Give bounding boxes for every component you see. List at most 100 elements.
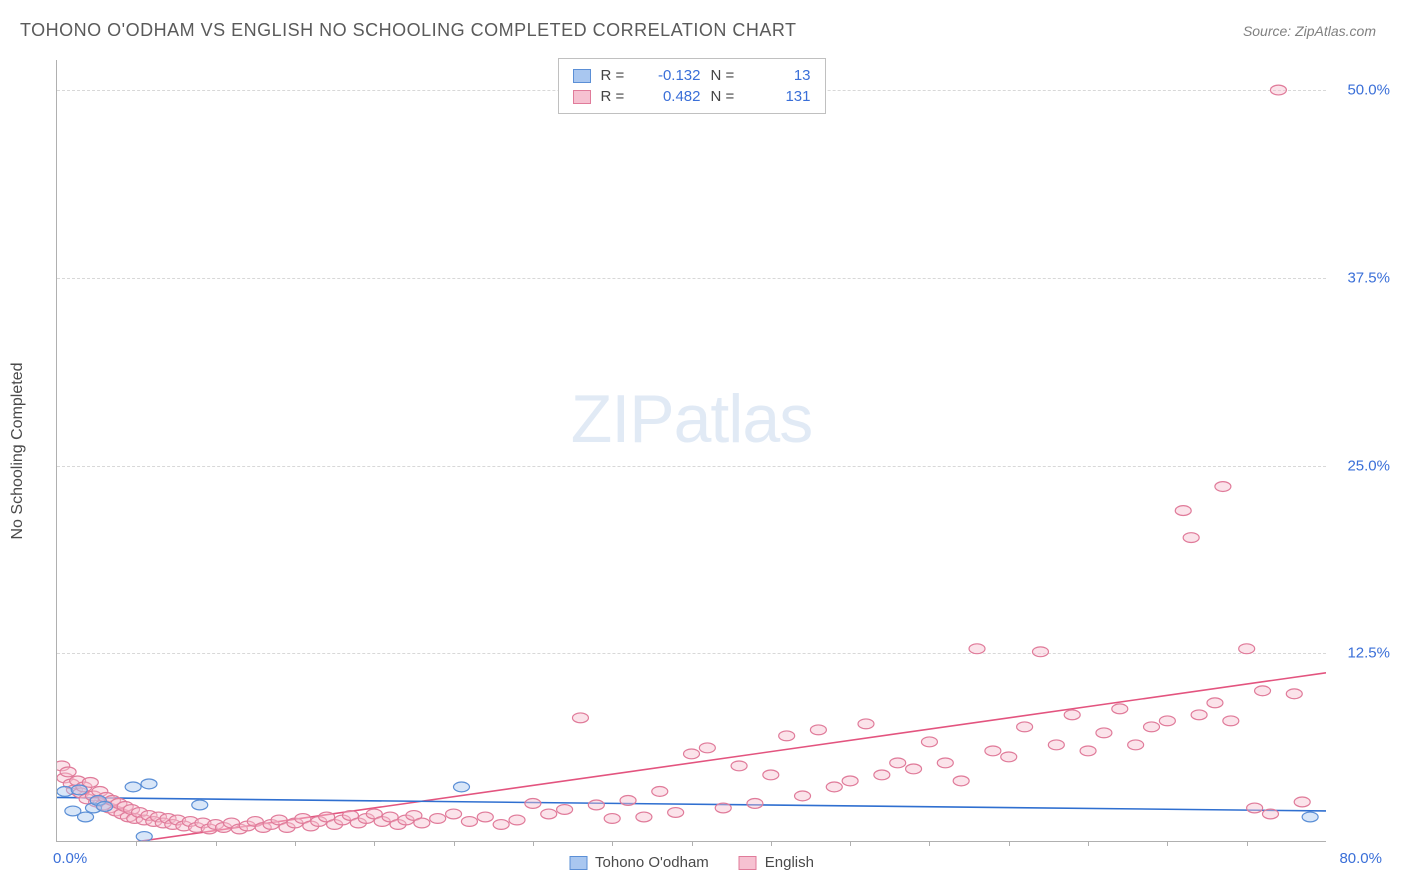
data-point [588, 800, 604, 810]
data-point [620, 796, 636, 806]
y-tick-label: 50.0% [1347, 82, 1390, 99]
data-point [1262, 809, 1278, 819]
data-point [1001, 752, 1017, 762]
r-label: R = [601, 67, 635, 84]
chart-container: No Schooling Completed ZIPatlas R = -0.1… [48, 60, 1326, 842]
legend-label-1: English [765, 854, 814, 871]
legend-item-0: Tohono O'odham [569, 854, 709, 871]
r-value-1: 0.482 [645, 88, 701, 105]
n-value-0: 13 [755, 67, 811, 84]
data-point [715, 803, 731, 813]
y-tick-label: 37.5% [1347, 269, 1390, 286]
x-tick [1009, 841, 1010, 846]
data-point [192, 800, 208, 810]
data-point [906, 764, 922, 774]
data-point [985, 746, 1001, 756]
data-point [1247, 803, 1263, 813]
data-point [1223, 716, 1239, 726]
data-point [1112, 704, 1128, 714]
data-point [921, 737, 937, 747]
data-point [525, 799, 541, 809]
x-tick [771, 841, 772, 846]
data-point [1191, 710, 1207, 720]
x-axis-min-label: 0.0% [53, 850, 87, 867]
n-label: N = [711, 67, 745, 84]
data-point [1302, 812, 1318, 822]
data-point [826, 782, 842, 792]
stats-legend: R = -0.132 N = 13 R = 0.482 N = 131 [558, 58, 826, 114]
chart-header: TOHONO O'ODHAM VS ENGLISH NO SCHOOLING C… [0, 0, 1406, 51]
data-point [71, 785, 87, 795]
data-point [136, 832, 152, 841]
x-tick [454, 841, 455, 846]
data-point [125, 782, 141, 792]
data-point [1175, 506, 1191, 516]
legend-swatch-0 [569, 856, 587, 870]
data-point [1144, 722, 1160, 732]
data-point [731, 761, 747, 771]
data-point [1048, 740, 1064, 750]
y-tick-label: 25.0% [1347, 457, 1390, 474]
plot-area: ZIPatlas R = -0.132 N = 13 R = 0.482 N =… [56, 60, 1326, 842]
swatch-series-0 [573, 69, 591, 83]
data-point [937, 758, 953, 768]
data-point [1255, 686, 1271, 696]
data-point [57, 787, 73, 797]
legend-swatch-1 [739, 856, 757, 870]
legend-item-1: English [739, 854, 814, 871]
data-point [461, 817, 477, 827]
data-point [1128, 740, 1144, 750]
data-point [541, 809, 557, 819]
data-point [1294, 797, 1310, 807]
data-point [1183, 533, 1199, 543]
r-value-0: -0.132 [645, 67, 701, 84]
data-point [652, 787, 668, 797]
data-point [953, 776, 969, 786]
data-point [78, 812, 94, 822]
y-axis-label: No Schooling Completed [9, 363, 27, 540]
y-tick-label: 12.5% [1347, 645, 1390, 662]
data-point [1159, 716, 1175, 726]
data-point [141, 779, 157, 789]
data-point [60, 767, 76, 777]
data-point [747, 799, 763, 809]
source-attribution: Source: ZipAtlas.com [1243, 23, 1376, 39]
data-point [1096, 728, 1112, 738]
swatch-series-1 [573, 90, 591, 104]
stats-row-series-0: R = -0.132 N = 13 [573, 65, 811, 86]
data-point [1032, 647, 1048, 657]
data-point [430, 814, 446, 824]
x-tick [612, 841, 613, 846]
x-tick [1167, 841, 1168, 846]
legend-label-0: Tohono O'odham [595, 854, 709, 871]
x-tick [850, 841, 851, 846]
data-point [604, 814, 620, 824]
x-tick [692, 841, 693, 846]
data-point [842, 776, 858, 786]
data-point [1080, 746, 1096, 756]
x-tick [1088, 841, 1089, 846]
chart-title: TOHONO O'ODHAM VS ENGLISH NO SCHOOLING C… [20, 20, 797, 41]
scatter-svg [57, 60, 1326, 841]
data-point [810, 725, 826, 735]
x-tick [295, 841, 296, 846]
data-point [890, 758, 906, 768]
data-point [557, 805, 573, 815]
source-label: Source: [1243, 23, 1295, 39]
data-point [1286, 689, 1302, 699]
n-value-1: 131 [755, 88, 811, 105]
x-tick [136, 841, 137, 846]
data-point [446, 809, 462, 819]
source-name: ZipAtlas.com [1295, 23, 1376, 39]
data-point [699, 743, 715, 753]
data-point [509, 815, 525, 825]
data-point [1239, 644, 1255, 654]
data-point [97, 802, 113, 812]
x-tick [216, 841, 217, 846]
series-legend: Tohono O'odham English [569, 854, 814, 871]
data-point [684, 749, 700, 759]
data-point [493, 820, 509, 830]
data-point [1207, 698, 1223, 708]
data-point [1017, 722, 1033, 732]
regression-line-0 [57, 797, 1326, 811]
